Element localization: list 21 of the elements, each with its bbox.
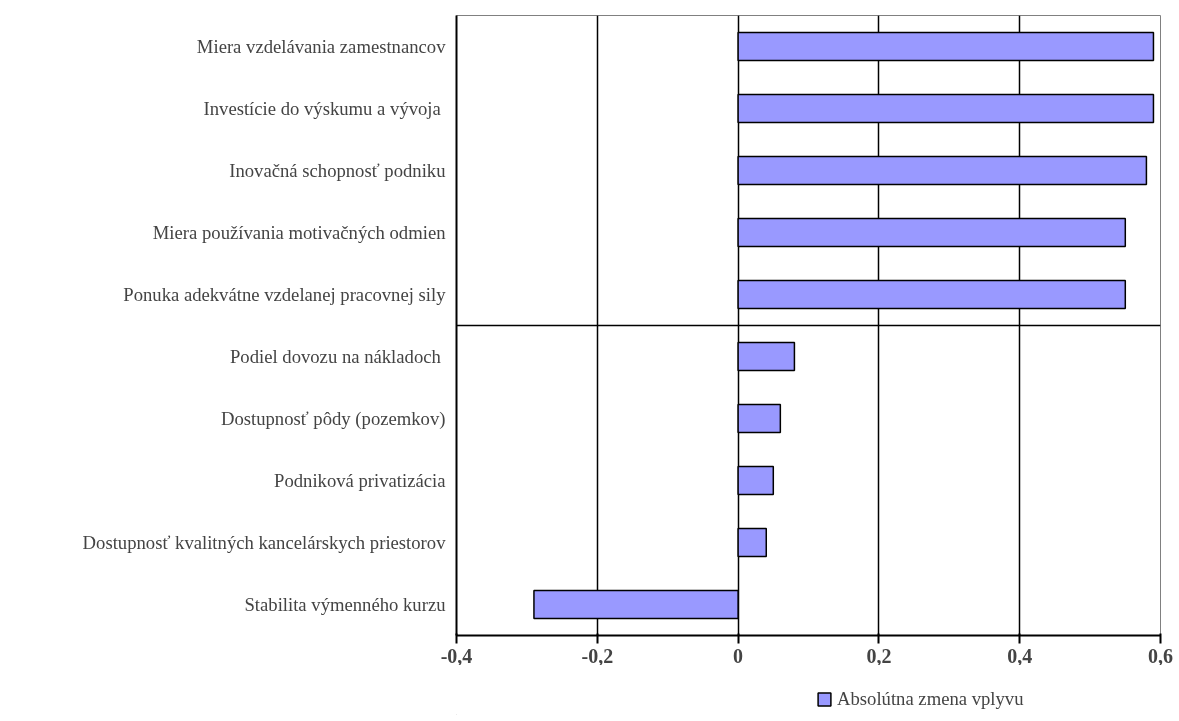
y-tick-label: Inovačná schopnosť podniku: [229, 160, 447, 181]
y-tick-label: Miera používania motivačných odmien: [152, 222, 447, 243]
y-tick-label: Dostupnosť pôdy (pozemkov): [220, 408, 446, 430]
x-tick-label: 0,6: [1148, 644, 1173, 667]
y-tick-label: Ponuka adekvátne vzdelanej pracovnej sily: [123, 284, 447, 305]
y-tick-label: Podiel dovozu na nákladoch: [229, 346, 442, 367]
y-tick-label: Miera vzdelávania zamestnancov: [196, 36, 447, 57]
legend-label: Absolútna zmena vplyvu: [837, 688, 1024, 710]
x-tick-label: -0,4: [440, 644, 473, 667]
y-tick-label: Investície do výskumu a vývoja: [203, 98, 442, 119]
y-tick-label: Podniková privatizácia: [274, 470, 447, 491]
bar: [737, 403, 782, 434]
bar: [737, 527, 768, 558]
bar: [737, 341, 796, 372]
x-tick-label: 0,4: [1007, 644, 1033, 667]
x-tick-label: -0,2: [581, 644, 614, 667]
bar: [737, 465, 775, 496]
x-tick-label: 0: [733, 644, 744, 667]
y-tick-label: Dostupnosť kvalitných kancelárskych priestorov: [82, 532, 447, 553]
y-tick-label: Stabilita výmenného kurzu: [244, 594, 447, 615]
x-tick-label: 0,2: [866, 644, 892, 667]
